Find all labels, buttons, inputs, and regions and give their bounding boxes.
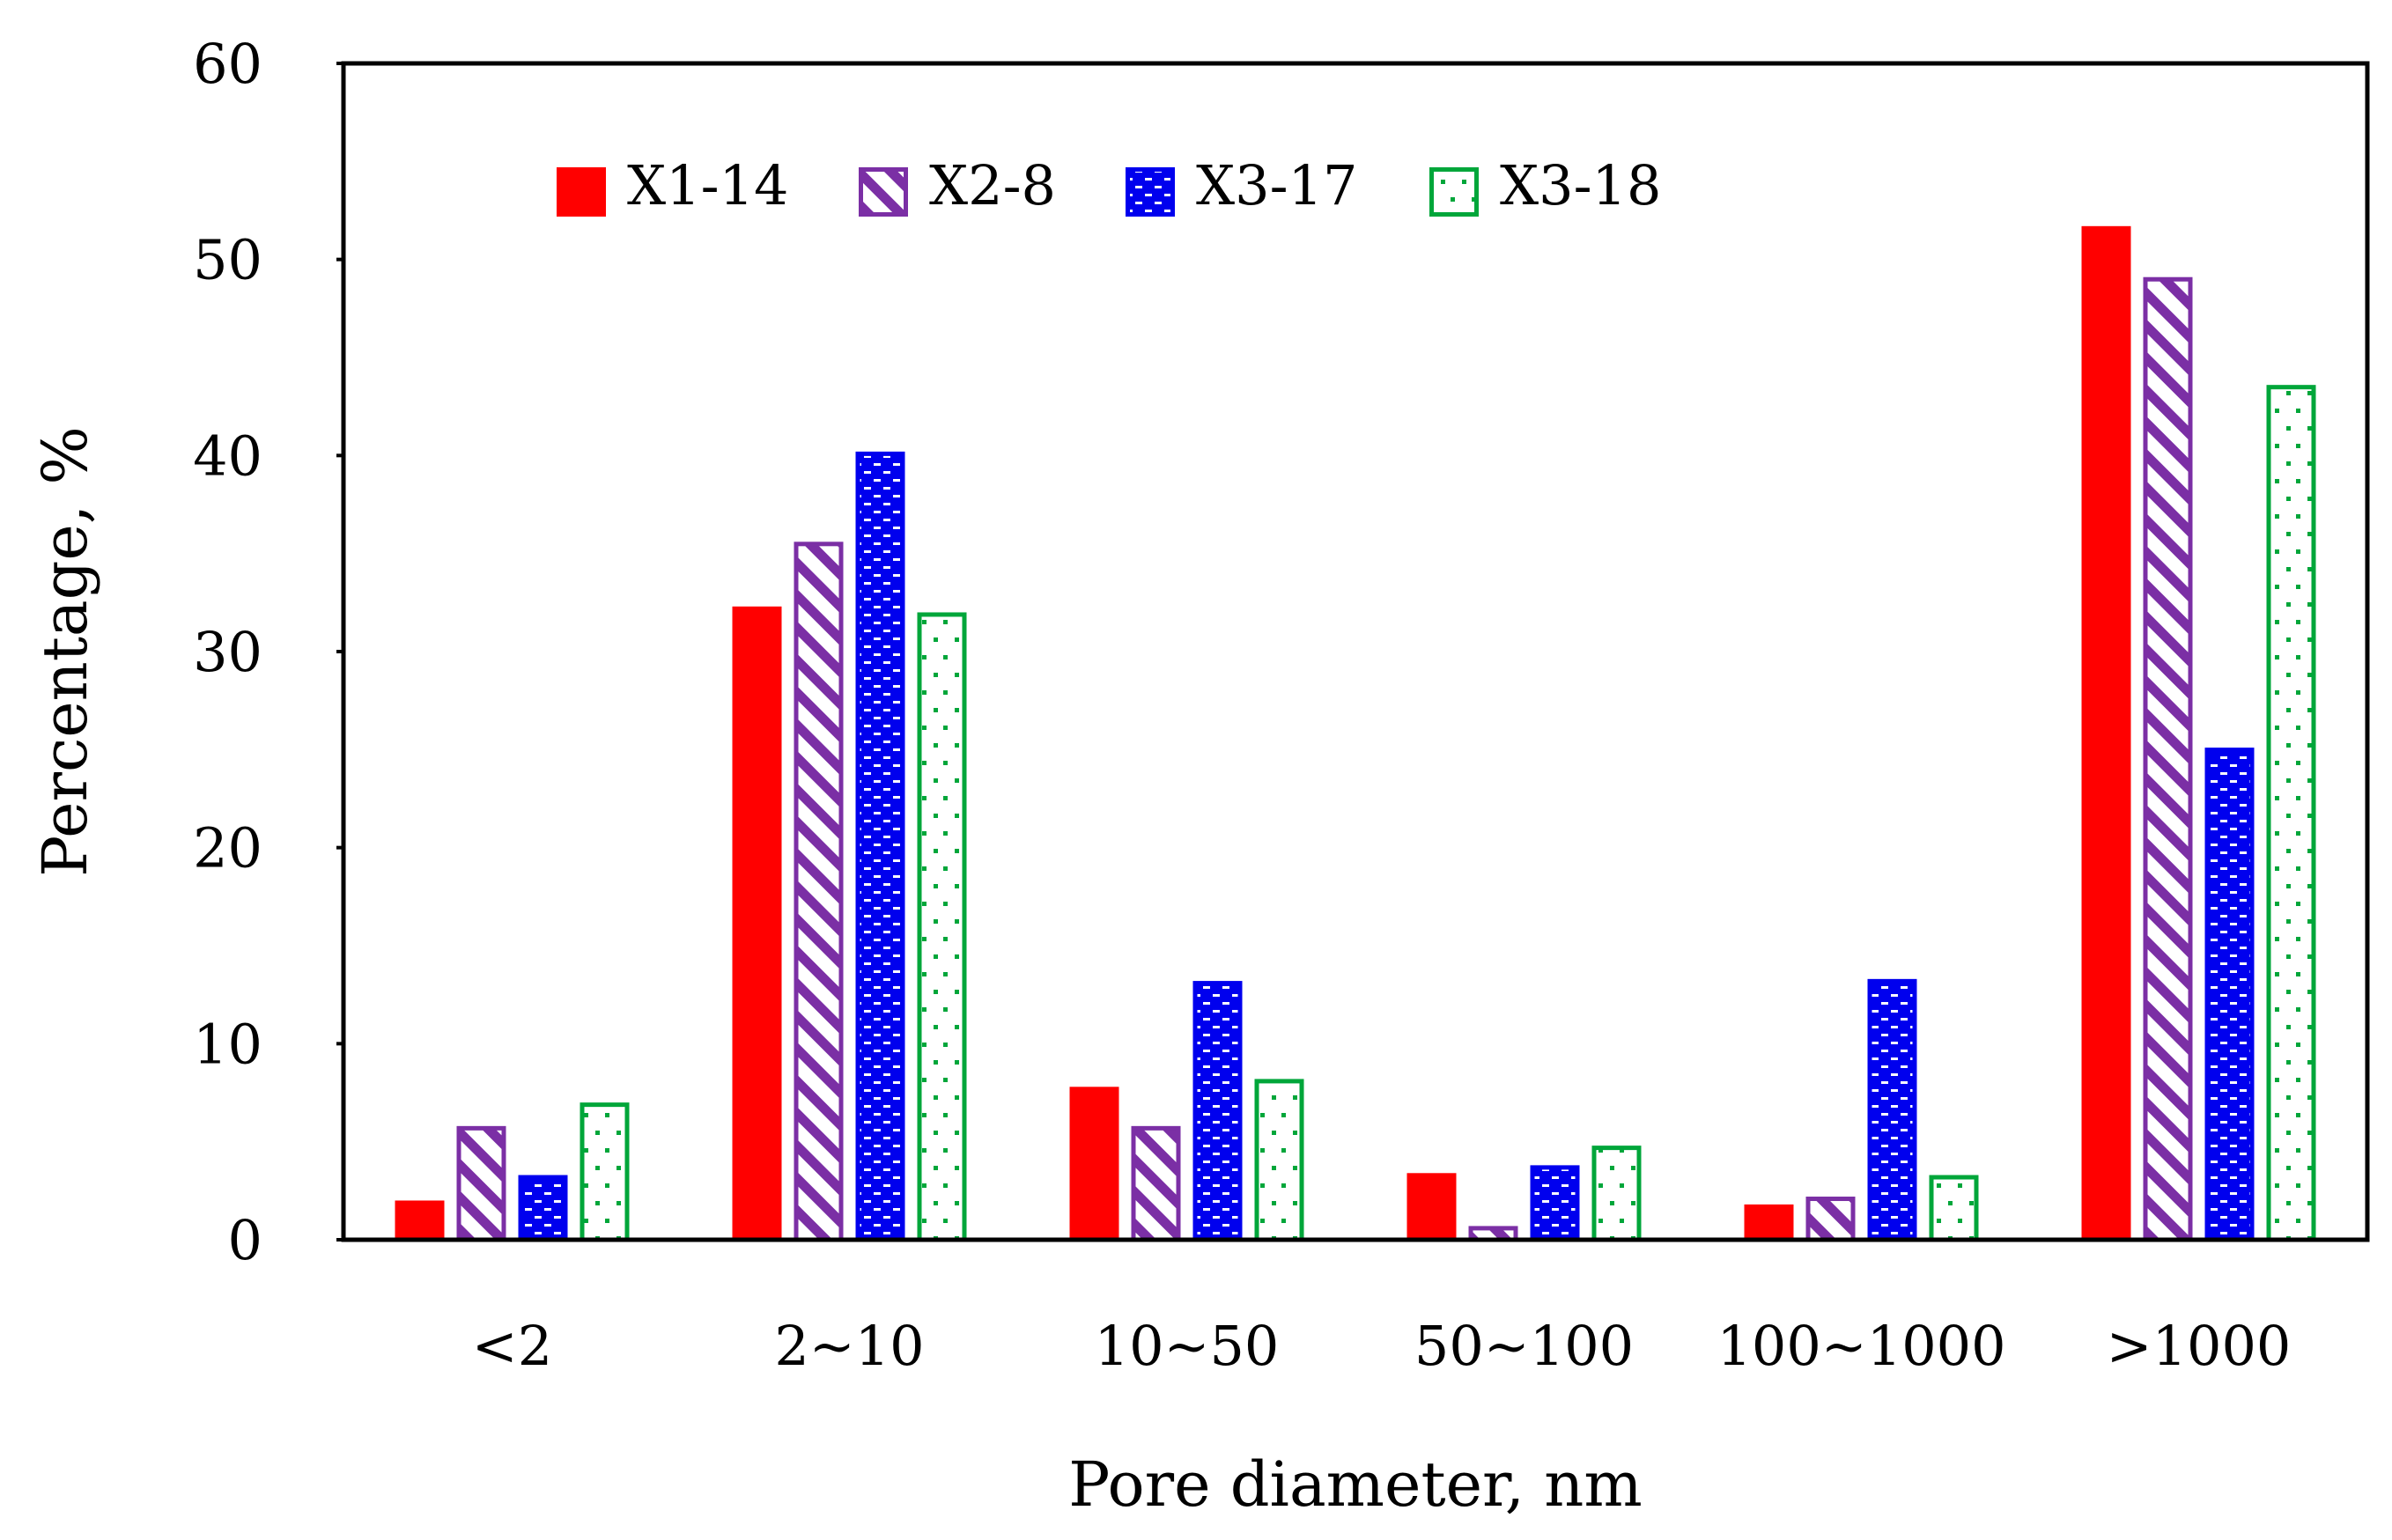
x-tick-label-1: 2~10	[774, 1314, 924, 1378]
y-tick-label-0: 0	[228, 1208, 262, 1272]
legend-swatch-x2-8	[859, 167, 908, 217]
bar-x1-14-3	[1406, 1173, 1457, 1240]
bar-x2-8-5	[2143, 276, 2193, 1242]
y-tick-label-60: 60	[193, 32, 262, 96]
bar-x3-18-5	[2266, 385, 2316, 1242]
y-tick-label-30: 30	[193, 620, 262, 684]
x-axis-label: Pore diameter, nm	[1068, 1448, 1643, 1521]
bar-x3-17-2	[1192, 981, 1243, 1242]
bar-x3-17-3	[1530, 1165, 1580, 1242]
bar-x2-8-0	[456, 1125, 506, 1242]
bar-x1-14-4	[1744, 1204, 1794, 1240]
y-tick-label-10: 10	[193, 1012, 262, 1076]
x-tick-label-2: 10~50	[1095, 1314, 1280, 1378]
x-tick-label-0: <2	[472, 1314, 552, 1378]
bar-x1-14-1	[732, 606, 782, 1240]
bar-x2-8-2	[1131, 1125, 1181, 1242]
y-tick-label-50: 50	[193, 228, 262, 292]
bar-x3-18-2	[1254, 1079, 1304, 1242]
bar-x3-18-3	[1591, 1146, 1642, 1242]
legend-label-x1-14: X1-14	[627, 153, 788, 217]
bar-x3-18-4	[1929, 1175, 1979, 1242]
plot-area: 0 10 20 30 40 50 60 <2 2~10 10~50 50~100 100~1000 >1…	[29, 32, 2370, 1521]
bar-x1-14-5	[2081, 225, 2131, 1240]
x-tick-label-3: 50~100	[1414, 1314, 1634, 1378]
legend-label-x3-17: X3-17	[1196, 153, 1357, 217]
y-tick-label-40: 40	[193, 424, 262, 488]
plot-frame	[341, 61, 2370, 1242]
x-tick-label-4: 100~1000	[1716, 1314, 2005, 1378]
x-tick-label-5: >1000	[2107, 1314, 2292, 1378]
legend-swatch-x1-14	[557, 167, 606, 217]
legend-label-x3-18: X3-18	[1500, 153, 1661, 217]
bar-x1-14-2	[1069, 1087, 1119, 1240]
bar-x3-17-0	[518, 1175, 568, 1242]
bar-x1-14-0	[395, 1200, 445, 1240]
bar-x3-18-0	[580, 1102, 630, 1242]
y-axis-label: Percentage, %	[29, 426, 101, 877]
legend-swatch-x3-17	[1126, 167, 1175, 217]
legend-swatch-x3-18	[1429, 167, 1479, 217]
bar-x2-8-4	[1805, 1197, 1856, 1242]
bar-x3-17-5	[2204, 748, 2255, 1242]
y-tick-label-20: 20	[193, 816, 262, 881]
bar-x2-8-1	[794, 542, 844, 1242]
legend-label-x2-8: X2-8	[929, 153, 1056, 217]
bar-x3-17-4	[1867, 978, 1917, 1242]
bar-x3-18-1	[917, 612, 967, 1242]
bar-x3-17-1	[855, 451, 905, 1242]
